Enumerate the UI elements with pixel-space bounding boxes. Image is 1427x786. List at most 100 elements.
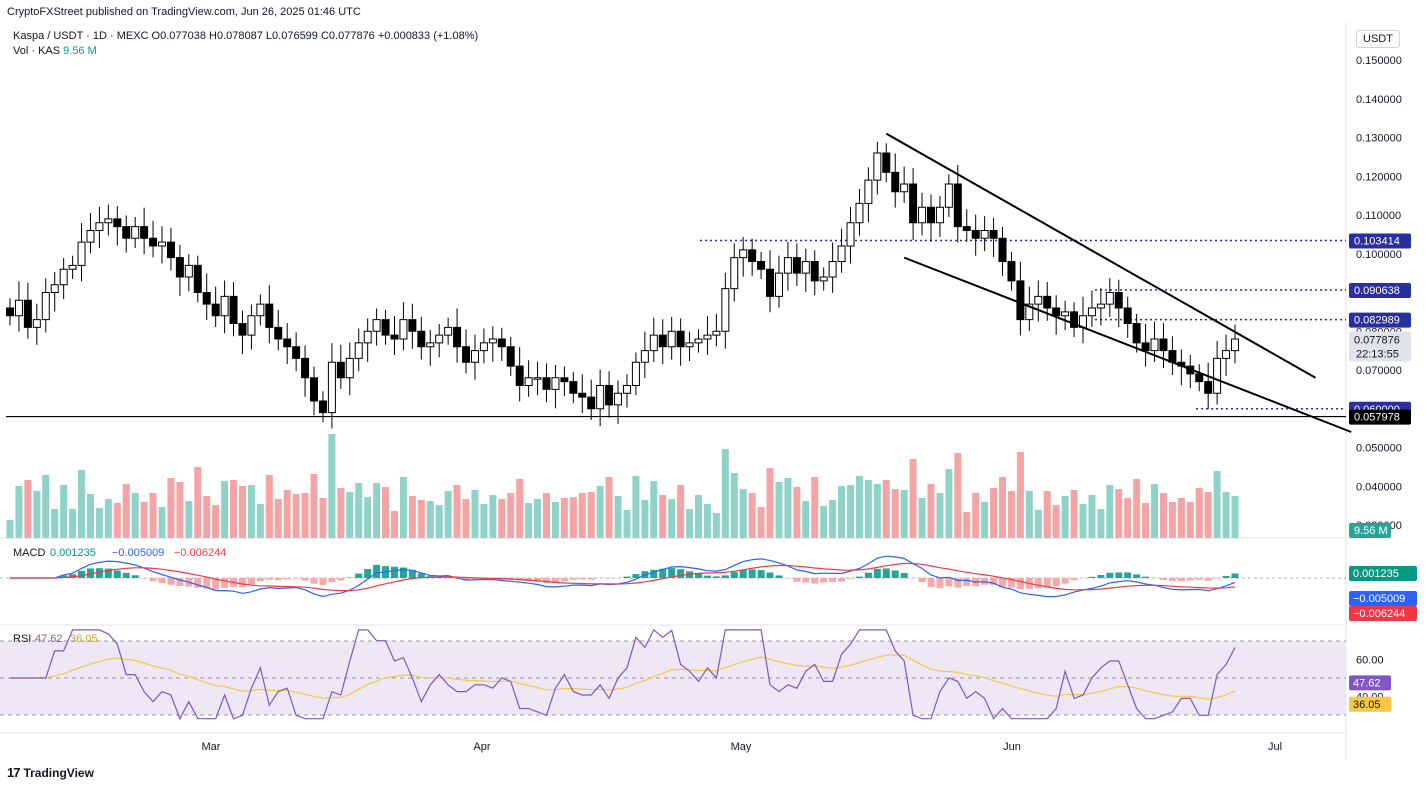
candle-body (202, 292, 211, 305)
candle-body (1114, 292, 1123, 309)
volume-bar (703, 504, 711, 538)
macd-histogram-bar (668, 568, 676, 578)
macd-histogram-bar (256, 578, 264, 582)
candle-body (310, 377, 319, 402)
volume-bar (775, 482, 783, 538)
macd-histogram-bar (78, 570, 86, 578)
currency-button[interactable]: USDT (1356, 30, 1400, 48)
rsi-ma-line (10, 654, 1236, 700)
volume-bar (1052, 505, 1060, 538)
volume-bar (1195, 488, 1203, 538)
candle-body (122, 226, 131, 239)
macd-histogram-bar (122, 572, 130, 578)
macd-histogram-bar (1052, 578, 1060, 587)
volume-bar (95, 508, 103, 538)
macd-histogram-bar (1088, 576, 1096, 578)
volume-bar (900, 490, 908, 538)
volume-bar (471, 490, 479, 538)
x-tick-label: Apr (473, 741, 490, 753)
candle-body (1141, 342, 1150, 352)
macd-histogram-bar (149, 578, 157, 582)
candle-body (1105, 292, 1114, 305)
candle-body (1016, 280, 1025, 321)
candle-body (1096, 303, 1105, 309)
rsi-tag-label: 47.62 (1353, 677, 1381, 689)
candle-body (68, 264, 77, 270)
candle-body (274, 326, 283, 340)
macd-histogram-bar (578, 578, 586, 580)
macd-value: 0.001235 (50, 547, 96, 559)
volume-bar (1124, 498, 1132, 538)
macd-histogram-bar (283, 578, 291, 580)
candle-body (1025, 303, 1034, 321)
volume-bar (337, 488, 345, 538)
volume-bar (42, 475, 50, 538)
macd-histogram-bar (891, 570, 899, 578)
volume-bar (15, 486, 23, 538)
volume-bar (417, 500, 425, 538)
macd-histogram-bar (847, 578, 855, 579)
macd-histogram-bar (900, 573, 908, 578)
volume-bar (1159, 493, 1167, 538)
candle-body (479, 342, 488, 352)
macd-histogram-bar (364, 569, 372, 578)
macd-histogram-bar (677, 569, 685, 578)
volume-bar (149, 493, 157, 538)
volume-bar (364, 497, 372, 538)
candle-body (1213, 357, 1222, 394)
x-tick-label: May (731, 741, 752, 753)
volume-bar (578, 493, 586, 538)
volume-bar (873, 484, 881, 538)
publisher-line: CryptoFXStreet published on TradingView.… (7, 6, 361, 18)
x-tick-label: Jul (1268, 741, 1282, 753)
volume-bar (399, 477, 407, 538)
volume-bar (1133, 479, 1141, 538)
macd-histogram-bar (212, 578, 220, 590)
macd-tag-label: 0.001235 (1353, 568, 1399, 580)
candle-body (926, 206, 935, 224)
volume-bar (569, 497, 577, 538)
macd-histogram-bar (551, 578, 559, 583)
macd-label: MACD (13, 547, 45, 559)
candle-body (488, 338, 497, 344)
volume-bar (614, 496, 622, 538)
macd-histogram-bar (918, 578, 926, 583)
volume-bar (1025, 491, 1033, 538)
macd-histogram-bar (399, 567, 407, 578)
macd-histogram-bar (1231, 573, 1239, 578)
macd-histogram-bar (1213, 578, 1221, 579)
macd-tag-label: −0.005009 (1353, 593, 1405, 605)
volume-bar (1115, 489, 1123, 538)
macd-histogram-bar (945, 578, 953, 587)
candle-body (444, 326, 453, 336)
candle-body (676, 330, 685, 348)
volume-bar (632, 476, 640, 538)
macd-histogram-bar (176, 578, 184, 587)
price-chart[interactable]: 0.150000 0.140000 0.130000 0.120000 0.110000… (0, 0, 1427, 760)
candle-body (453, 326, 462, 348)
macd-histogram-bar (838, 578, 846, 582)
macd-histogram-bar (757, 570, 765, 578)
candle-body (730, 257, 739, 290)
volume-bar (104, 499, 112, 538)
macd-histogram-bar (265, 578, 273, 580)
candle-body (515, 365, 524, 386)
candle-body (569, 381, 578, 394)
volume-bar (560, 498, 568, 538)
volume-bar (194, 467, 202, 538)
macd-histogram-bar (167, 578, 175, 585)
volume-bar (659, 495, 667, 538)
price-tag (1349, 312, 1411, 328)
volume-bar (793, 487, 801, 538)
volume-bar (373, 483, 381, 538)
candle-body (113, 218, 122, 228)
volume-bar (882, 480, 890, 538)
candle-body (166, 241, 175, 259)
macd-histogram-bar (373, 564, 381, 578)
volume-bar (829, 500, 837, 538)
macd-histogram-bar (203, 578, 211, 589)
volume-bar (1231, 496, 1239, 538)
macd-histogram-bar (408, 569, 416, 578)
volume-bar (33, 491, 41, 538)
volume-bar (1070, 490, 1078, 538)
